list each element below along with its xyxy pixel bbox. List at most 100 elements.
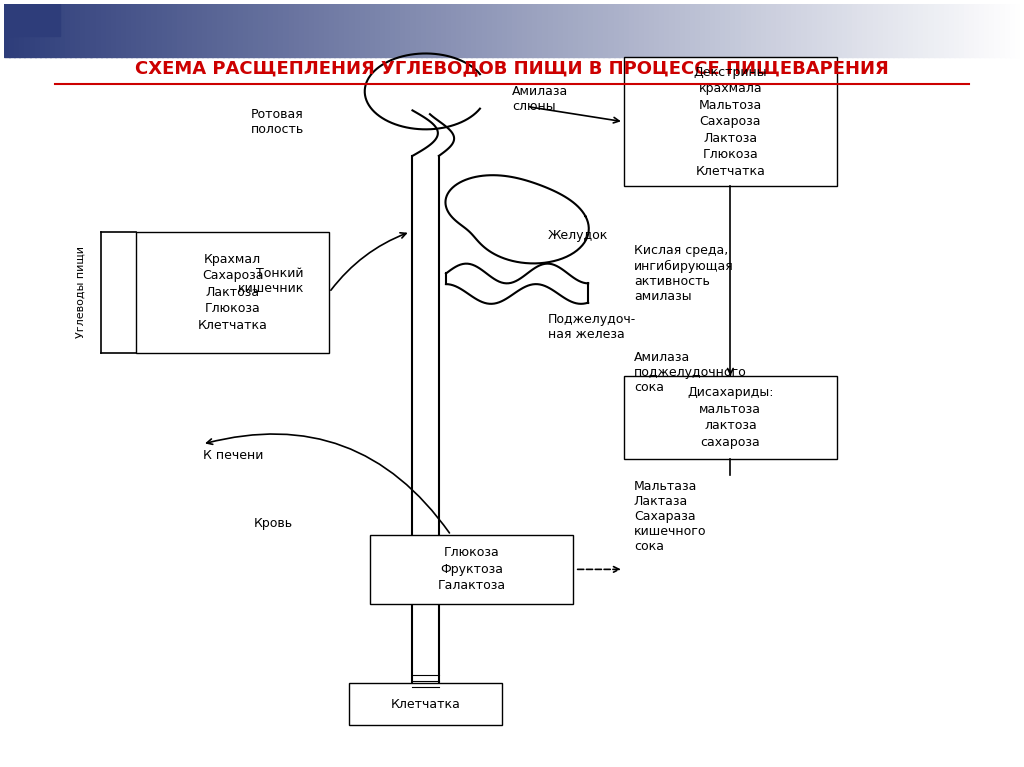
Bar [771, 4, 777, 58]
Text: Желудок: Желудок [548, 229, 608, 242]
Bar [375, 4, 381, 58]
Bar [136, 4, 142, 58]
Bar [45, 4, 51, 58]
Bar [989, 4, 995, 58]
Bar [4, 4, 60, 36]
FancyBboxPatch shape [349, 683, 502, 725]
Bar [735, 4, 741, 58]
FancyBboxPatch shape [624, 376, 837, 459]
Bar [842, 4, 848, 58]
Bar [613, 4, 620, 58]
Bar [929, 4, 935, 58]
Bar [436, 4, 442, 58]
Bar [888, 4, 894, 58]
Bar [781, 4, 787, 58]
Bar [751, 4, 757, 58]
Polygon shape [445, 175, 589, 263]
Bar [1015, 4, 1021, 58]
Bar [198, 4, 203, 58]
Bar [390, 4, 396, 58]
Bar [685, 4, 691, 58]
Text: Углеводы пищи: Углеводы пищи [76, 246, 85, 338]
Bar [243, 4, 249, 58]
Bar [309, 4, 315, 58]
Bar [507, 4, 513, 58]
Bar [629, 4, 635, 58]
Bar [852, 4, 858, 58]
Bar [416, 4, 422, 58]
Bar [573, 4, 579, 58]
Bar [344, 4, 350, 58]
Bar [878, 4, 884, 58]
Bar [431, 4, 437, 58]
Bar [558, 4, 564, 58]
Bar [268, 4, 274, 58]
Bar [908, 4, 914, 58]
Bar [649, 4, 655, 58]
Bar [385, 4, 391, 58]
Bar [1005, 4, 1011, 58]
Bar [807, 4, 813, 58]
Text: Дисахариды:
мальтоза
лактоза
сахароза: Дисахариды: мальтоза лактоза сахароза [687, 387, 773, 449]
Bar [837, 4, 843, 58]
Text: Клетчатка: Клетчатка [391, 697, 461, 710]
Bar [618, 4, 625, 58]
Bar [934, 4, 940, 58]
Bar [90, 4, 96, 58]
Text: Ротовая
полость: Ротовая полость [251, 107, 304, 136]
Bar [177, 4, 183, 58]
Bar [740, 4, 746, 58]
Bar [471, 4, 477, 58]
Bar [944, 4, 949, 58]
Bar [238, 4, 244, 58]
Bar [949, 4, 954, 58]
Bar [105, 4, 112, 58]
Bar [9, 4, 15, 58]
Bar [35, 4, 41, 58]
Bar [116, 4, 122, 58]
Bar [30, 4, 36, 58]
Bar [847, 4, 853, 58]
Text: Поджелудоч-
ная железа: Поджелудоч- ная железа [548, 313, 636, 341]
FancyBboxPatch shape [136, 232, 329, 353]
Bar [715, 4, 721, 58]
Bar [822, 4, 827, 58]
Bar [446, 4, 452, 58]
Bar [71, 4, 76, 58]
Bar [532, 4, 539, 58]
Bar [451, 4, 457, 58]
Bar [1010, 4, 1016, 58]
Bar [578, 4, 584, 58]
Bar [400, 4, 407, 58]
Bar [939, 4, 945, 58]
Bar [527, 4, 534, 58]
Bar [325, 4, 330, 58]
Bar [593, 4, 599, 58]
Bar [608, 4, 614, 58]
Bar [919, 4, 925, 58]
Bar [314, 4, 321, 58]
Bar [817, 4, 823, 58]
Bar [497, 4, 503, 58]
Bar [456, 4, 462, 58]
Bar [603, 4, 609, 58]
Bar [802, 4, 808, 58]
Bar [421, 4, 427, 58]
Bar [152, 4, 158, 58]
Bar [289, 4, 295, 58]
Bar [95, 4, 101, 58]
Text: Глюкоза
Фруктоза
Галактоза: Глюкоза Фруктоза Галактоза [437, 546, 506, 592]
Text: К печени: К печени [203, 449, 263, 462]
Bar [553, 4, 559, 58]
Bar [75, 4, 81, 58]
Bar [157, 4, 163, 58]
Bar [299, 4, 305, 58]
Bar [872, 4, 879, 58]
Bar [862, 4, 868, 58]
Bar [380, 4, 386, 58]
Bar [583, 4, 589, 58]
Bar [522, 4, 528, 58]
Bar [466, 4, 472, 58]
Bar [279, 4, 285, 58]
Bar [543, 4, 549, 58]
